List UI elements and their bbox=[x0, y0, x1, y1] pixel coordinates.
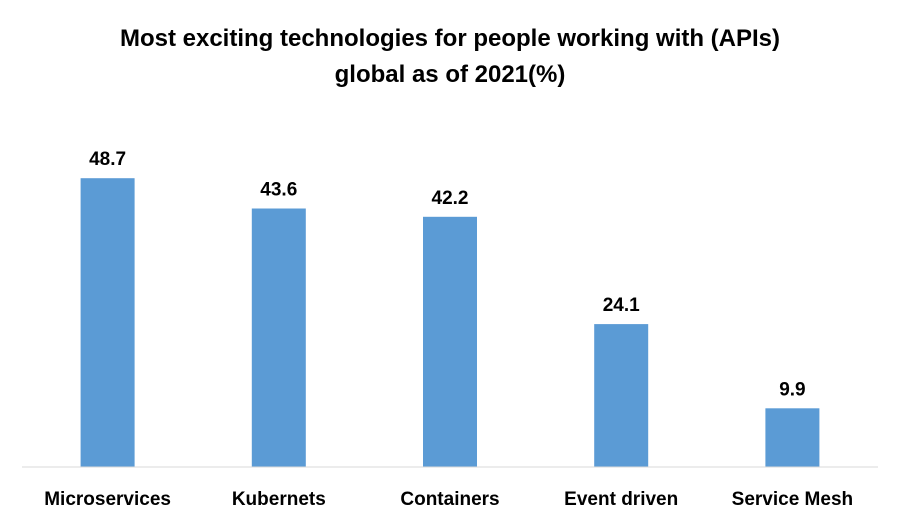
bar-kubernets bbox=[251, 208, 306, 467]
chart-title-line-1: Most exciting technologies for people wo… bbox=[120, 25, 780, 52]
bar-service-mesh bbox=[765, 408, 820, 467]
category-label-microservices: Microservices bbox=[44, 489, 171, 510]
category-labels-group: Microservices Kubernets Containers Event dr… bbox=[44, 489, 853, 510]
category-label-containers: Containers bbox=[400, 489, 499, 510]
bar-microservices bbox=[80, 178, 135, 467]
data-label-kubernets: 43.6 bbox=[260, 180, 297, 201]
data-label-containers: 42.2 bbox=[432, 188, 469, 209]
data-label-service-mesh: 9.9 bbox=[779, 379, 805, 400]
bars-group bbox=[80, 178, 820, 467]
bar-containers bbox=[423, 216, 477, 467]
category-label-kubernets: Kubernets bbox=[232, 489, 326, 510]
data-label-event-driven: 24.1 bbox=[603, 295, 640, 316]
value-labels-group: 48.7 43.6 42.2 24.1 9.9 bbox=[89, 149, 806, 400]
category-label-event-driven: Event driven bbox=[564, 489, 678, 510]
chart-title-line-2: global as of 2021(%) bbox=[335, 61, 566, 88]
data-label-microservices: 48.7 bbox=[89, 149, 126, 170]
category-label-service-mesh: Service Mesh bbox=[732, 489, 853, 510]
bar-event-driven bbox=[594, 324, 649, 467]
chart-title: Most exciting technologies for people wo… bbox=[120, 25, 780, 88]
